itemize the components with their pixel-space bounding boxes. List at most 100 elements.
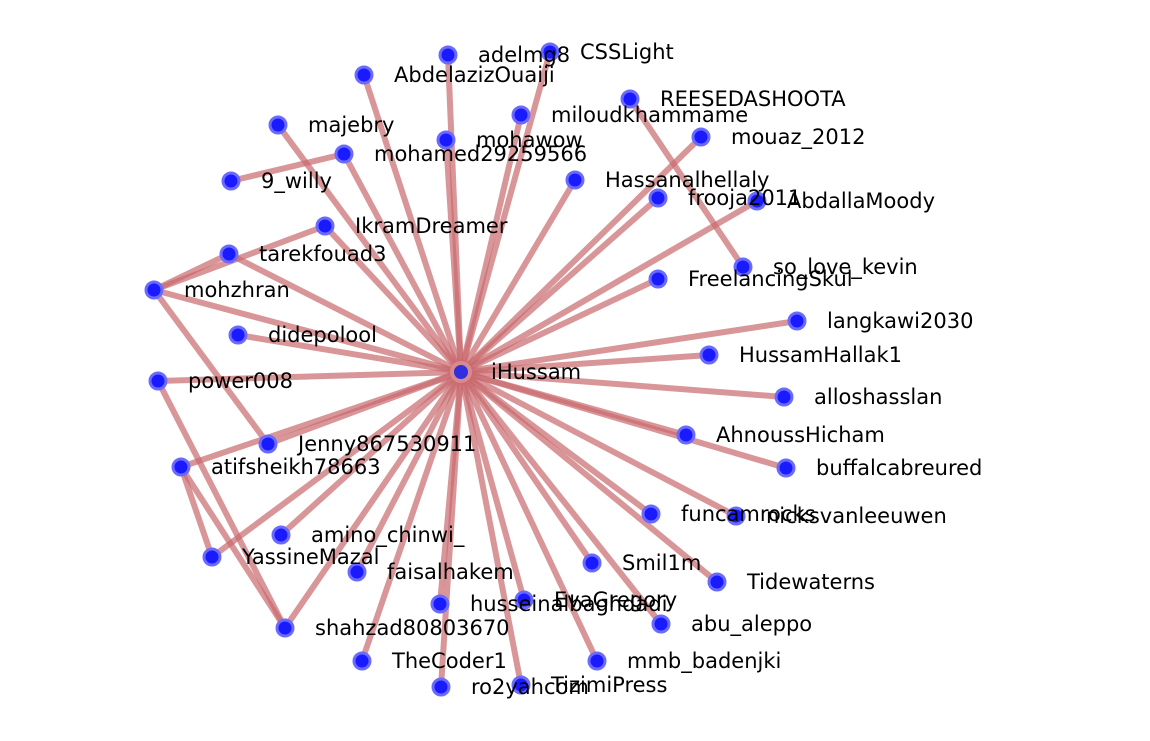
edge-iHussam-power008 (155, 369, 464, 384)
node-9_willy[interactable] (221, 171, 241, 191)
edge-iHussam-abu_aleppo (458, 369, 664, 627)
node-label-amino_chinwi_: amino_chinwi_ (311, 523, 465, 548)
node-alloshasslan[interactable] (774, 387, 794, 407)
node-TheCoder1[interactable] (352, 651, 372, 671)
node-frooja2011[interactable] (648, 188, 668, 208)
node-FreelancingSkul[interactable] (648, 269, 668, 289)
nodes-layer (144, 42, 807, 697)
hub-node-iHussam[interactable] (450, 361, 472, 383)
edge-iHussam-TizimiPress (458, 369, 524, 688)
edge-iHussam-ro2yahcom (438, 369, 464, 690)
node-label-didepolool: didepolool (268, 323, 377, 347)
node-label-Jenny867530911: Jenny867530911 (296, 432, 476, 456)
node-label-iHussam: iHussam (491, 360, 581, 384)
node-label-majebry: majebry (308, 113, 394, 137)
node-amino_chinwi_[interactable] (271, 525, 291, 545)
node-langkawi2030[interactable] (787, 311, 807, 331)
edge-power008-shahzad80803670 (155, 378, 288, 631)
edge-iHussam-amino_chinwi_ (278, 369, 464, 538)
node-faisalhakem[interactable] (347, 562, 367, 582)
node-label-REESEDASHOOTA: REESEDASHOOTA (660, 87, 846, 111)
edge-iHussam-IkramDreamer (322, 223, 464, 375)
node-label-9_willy: 9_willy (261, 169, 332, 194)
node-label-CSSLight: CSSLight (580, 40, 674, 64)
node-so_love_kevin[interactable] (733, 257, 753, 277)
node-mouaz_2012[interactable] (691, 127, 711, 147)
labels-layer: iHussam adelmg8 CSSLight AbdelazizOuaiji REE… (184, 40, 982, 699)
node-mohamed29259566[interactable] (334, 144, 354, 164)
edge-mohzhran-Jenny867530911 (151, 287, 271, 447)
edge-iHussam-didepolool (235, 332, 464, 375)
node-Tidewaterns[interactable] (707, 572, 727, 592)
node-label-YassineMazal: YassineMazal (241, 545, 379, 569)
node-buffalcabreured[interactable] (776, 458, 796, 478)
node-label-AbdelazizOuaiji: AbdelazizOuaiji (394, 63, 555, 87)
edges-layer (151, 49, 800, 690)
node-HussamHallak1[interactable] (699, 345, 719, 365)
node-CSSLight[interactable] (540, 42, 560, 62)
edge-iHussam-faisalhakem (354, 369, 464, 575)
edge-iHussam-buffalcabreured (458, 369, 789, 471)
node-IkramDreamer[interactable] (315, 216, 335, 236)
node-EvaGregory[interactable] (514, 590, 534, 610)
node-tarekfouad3[interactable] (219, 244, 239, 264)
node-shahzad80803670[interactable] (275, 618, 295, 638)
node-AhnoussHicham[interactable] (676, 425, 696, 445)
node-nicksvanleeuwen[interactable] (726, 506, 746, 526)
node-AbdallaMoody[interactable] (747, 191, 767, 211)
edge-iHussam-majebry (275, 122, 464, 375)
node-majebry[interactable] (268, 115, 288, 135)
edge-iHussam-mohzhran (151, 287, 464, 375)
node-label-AbdallaMoody: AbdallaMoody (787, 189, 935, 213)
node-abu_aleppo[interactable] (651, 614, 671, 634)
node-label-abu_aleppo: abu_aleppo (691, 612, 812, 637)
node-label-tarekfouad3: tarekfouad3 (259, 242, 386, 266)
node-TizimiPress[interactable] (511, 675, 531, 695)
node-Smil1m[interactable] (582, 553, 602, 573)
node-Hassanalhellaly[interactable] (565, 170, 585, 190)
node-label-TizimiPress: TizimiPress (550, 673, 667, 697)
edge-iHussam-langkawi2030 (458, 318, 800, 375)
node-label-langkawi2030: langkawi2030 (827, 309, 973, 333)
edge-iHussam-AbdallaMoody (458, 198, 760, 375)
edge-iHussam-mmb_badenjki (458, 369, 600, 664)
node-ro2yahcom[interactable] (431, 677, 451, 697)
node-label-Hassanalhellaly: Hassanalhellaly (605, 168, 769, 192)
node-label-shahzad80803670: shahzad80803670 (315, 616, 510, 640)
node-label-mohawow: mohawow (476, 128, 583, 152)
node-label-HussamHallak1: HussamHallak1 (739, 343, 902, 367)
node-mmb_badenjki[interactable] (587, 651, 607, 671)
edge-iHussam-alloshasslan (458, 369, 787, 400)
edge-iHussam-frooja2011 (458, 195, 661, 375)
edge-iHussam-miloudkhammame (458, 112, 524, 375)
edge-REESEDASHOOTA-so_love_kevin (627, 96, 746, 270)
edge-iHussam-AbdelazizOuaiji (361, 72, 464, 375)
node-REESEDASHOOTA[interactable] (620, 89, 640, 109)
edge-atifsheikh78663-YassineMazal (178, 464, 215, 560)
edge-iHussam-atifsheikh78663 (178, 369, 464, 470)
node-mohzhran[interactable] (144, 280, 164, 300)
edge-iHussam-YassineMazal (209, 369, 464, 560)
edge-iHussam-HussamHallak1 (458, 352, 712, 375)
node-YassineMazal[interactable] (202, 547, 222, 567)
node-mohawow[interactable] (436, 130, 456, 150)
node-atifsheikh78663[interactable] (171, 457, 191, 477)
node-funcamrocks[interactable] (641, 504, 661, 524)
node-label-Smil1m: Smil1m (622, 551, 701, 575)
node-label-mohzhran: mohzhran (184, 278, 290, 302)
node-didepolool[interactable] (228, 325, 248, 345)
node-label-mouaz_2012: mouaz_2012 (731, 125, 865, 150)
node-Jenny867530911[interactable] (258, 434, 278, 454)
node-husseinalbaghdadi[interactable] (430, 594, 450, 614)
node-AbdelazizOuaiji[interactable] (354, 65, 374, 85)
node-label-faisalhakem: faisalhakem (387, 560, 514, 584)
edge-iHussam-shahzad80803670 (282, 369, 464, 631)
node-power008[interactable] (148, 371, 168, 391)
node-label-Tidewaterns: Tidewaterns (746, 570, 875, 594)
edge-iHussam-TheCoder1 (359, 369, 464, 664)
node-miloudkhammame[interactable] (511, 105, 531, 125)
node-label-nicksvanleeuwen: nicksvanleeuwen (766, 504, 947, 528)
node-label-FreelancingSkul: FreelancingSkul (688, 267, 853, 291)
node-adelmg8[interactable] (438, 45, 458, 65)
